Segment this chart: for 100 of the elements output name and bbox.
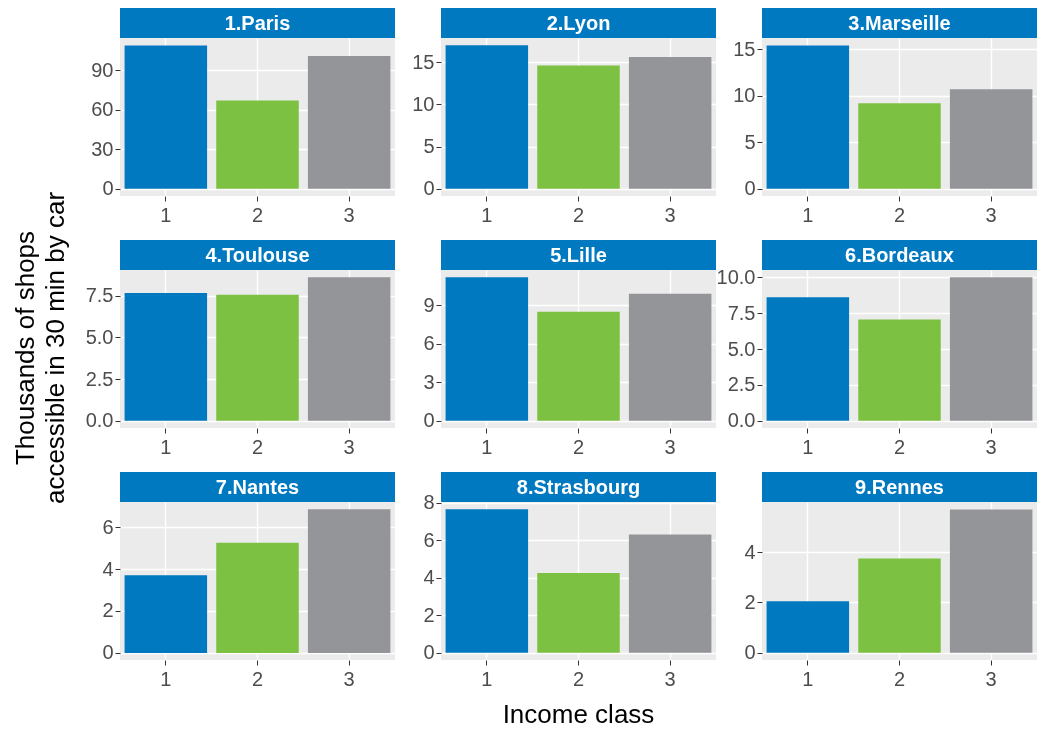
bar bbox=[307, 55, 391, 189]
bar bbox=[307, 277, 391, 421]
chart-title: 4.Toulouse bbox=[120, 240, 395, 270]
y-tick-label: 10 bbox=[412, 92, 435, 115]
bar bbox=[628, 534, 712, 653]
chart-title: 1.Paris bbox=[120, 8, 395, 38]
bar bbox=[858, 319, 941, 421]
bar bbox=[858, 558, 941, 653]
y-tick-label: 5.0 bbox=[727, 337, 756, 360]
y-tick-label: 7.5 bbox=[727, 301, 756, 324]
bar bbox=[766, 601, 850, 653]
y-tick-label: 0 bbox=[744, 641, 756, 664]
y-tick-label: 2 bbox=[744, 590, 756, 613]
y-tick-label: 0.0 bbox=[727, 409, 756, 432]
x-tick-label: 3 bbox=[664, 203, 676, 226]
x-tick-label: 3 bbox=[343, 667, 355, 690]
x-tick-label: 1 bbox=[481, 435, 493, 458]
y-tick-label: 3 bbox=[423, 370, 435, 393]
x-tick-label: 2 bbox=[893, 435, 906, 458]
bar bbox=[537, 573, 620, 653]
x-tick-label: 3 bbox=[664, 667, 676, 690]
y-axis-title: Thousands of shops accessible in 30 min by car bbox=[10, 191, 71, 505]
x-tick-label: 3 bbox=[343, 203, 355, 226]
bar bbox=[216, 542, 299, 653]
chart-title: 8.Strasbourg bbox=[441, 472, 716, 502]
y-tick-label: 8 bbox=[423, 491, 435, 514]
x-tick-label: 3 bbox=[985, 435, 997, 458]
bar bbox=[537, 65, 620, 189]
x-tick-label: 2 bbox=[251, 203, 264, 226]
x-tick-label: 2 bbox=[251, 667, 264, 690]
bar bbox=[124, 575, 208, 653]
y-tick-label: 4 bbox=[423, 566, 435, 589]
bar bbox=[537, 311, 620, 421]
x-tick-label: 1 bbox=[160, 203, 172, 226]
y-tick-label: 6 bbox=[423, 332, 435, 355]
x-tick-label: 2 bbox=[893, 203, 906, 226]
x-axis-title: Income class bbox=[501, 698, 656, 731]
y-tick-label: 2 bbox=[102, 599, 114, 622]
chart-title: 9.Rennes bbox=[762, 472, 1037, 502]
chart-title: 2.Lyon bbox=[441, 8, 716, 38]
y-tick-label: 0 bbox=[102, 177, 114, 200]
y-tick-label: 2 bbox=[423, 603, 435, 626]
y-tick-label: 4 bbox=[744, 540, 756, 563]
bar bbox=[628, 293, 712, 421]
x-tick-label: 1 bbox=[160, 667, 172, 690]
x-tick-label: 1 bbox=[481, 203, 493, 226]
y-tick-label: 2.5 bbox=[727, 373, 756, 396]
x-tick-label: 3 bbox=[985, 667, 997, 690]
y-tick-label: 6 bbox=[102, 515, 114, 538]
chart-title: 6.Bordeaux bbox=[762, 240, 1037, 270]
y-tick-label: 90 bbox=[91, 58, 114, 81]
x-tick-label: 3 bbox=[985, 203, 997, 226]
bar bbox=[124, 293, 208, 421]
y-tick-label: 15 bbox=[733, 37, 756, 60]
x-tick-label: 1 bbox=[160, 435, 172, 458]
bar bbox=[766, 297, 850, 421]
x-tick-label: 2 bbox=[572, 203, 585, 226]
y-tick-label: 5.0 bbox=[85, 325, 114, 348]
y-tick-label: 60 bbox=[91, 98, 114, 121]
y-tick-label: 10 bbox=[733, 84, 756, 107]
bar bbox=[216, 100, 299, 189]
bar bbox=[216, 294, 299, 421]
y-tick-label: 0 bbox=[102, 641, 114, 664]
bar bbox=[628, 57, 712, 189]
chart-title: 3.Marseille bbox=[762, 8, 1037, 38]
y-tick-label: 2.5 bbox=[85, 367, 114, 390]
x-tick-label: 1 bbox=[481, 667, 493, 690]
y-tick-label: 10.0 bbox=[716, 265, 756, 288]
y-tick-label: 7.5 bbox=[85, 284, 114, 307]
y-tick-label: 0.0 bbox=[85, 409, 114, 432]
y-tick-label: 5 bbox=[423, 135, 435, 158]
bar bbox=[124, 45, 208, 189]
bar bbox=[307, 509, 391, 653]
chart-title: 5.Lille bbox=[441, 240, 716, 270]
y-tick-label: 0 bbox=[423, 177, 435, 200]
bar bbox=[445, 509, 529, 653]
y-tick-label: 5 bbox=[744, 130, 756, 153]
bar bbox=[445, 277, 529, 421]
x-tick-label: 3 bbox=[343, 435, 355, 458]
y-tick-label: 0 bbox=[423, 409, 435, 432]
x-tick-label: 3 bbox=[664, 435, 676, 458]
bar bbox=[445, 45, 529, 189]
x-tick-label: 1 bbox=[802, 203, 814, 226]
bar bbox=[949, 89, 1033, 189]
x-tick-label: 2 bbox=[572, 667, 585, 690]
x-tick-label: 1 bbox=[802, 667, 814, 690]
bar bbox=[949, 277, 1033, 421]
x-tick-label: 1 bbox=[802, 435, 814, 458]
x-tick-label: 2 bbox=[893, 667, 906, 690]
bar bbox=[766, 45, 850, 189]
y-tick-label: 6 bbox=[423, 528, 435, 551]
bar bbox=[949, 509, 1033, 653]
bar bbox=[858, 103, 941, 189]
x-tick-label: 2 bbox=[251, 435, 264, 458]
chart-title: 7.Nantes bbox=[120, 472, 395, 502]
x-tick-label: 2 bbox=[572, 435, 585, 458]
y-tick-label: 30 bbox=[91, 137, 114, 160]
y-tick-label: 9 bbox=[423, 293, 435, 316]
y-tick-label: 0 bbox=[744, 177, 756, 200]
y-tick-label: 4 bbox=[102, 557, 114, 580]
